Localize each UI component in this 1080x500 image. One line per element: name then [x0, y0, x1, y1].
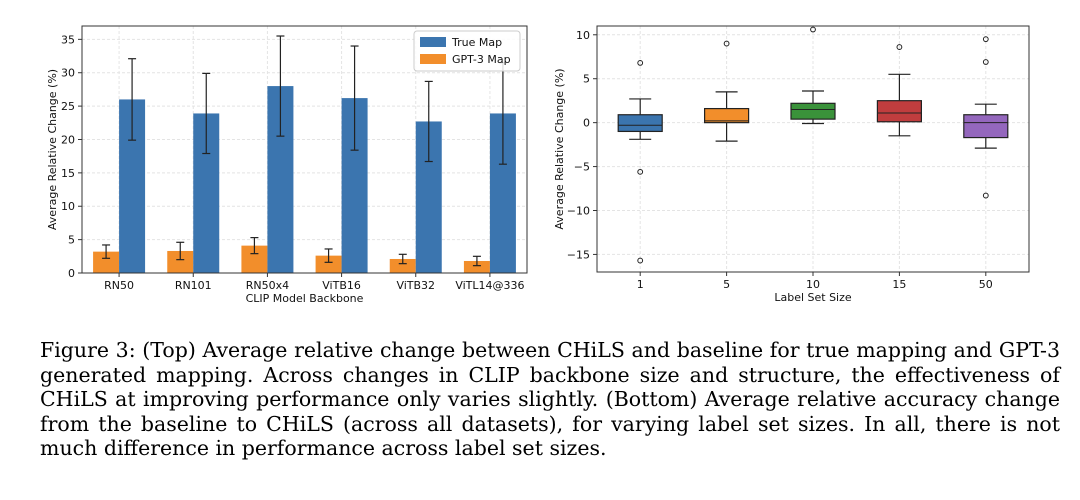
y-tick-label: −15 [567, 248, 590, 261]
bar-chart-backbone: 0 5 10 15 20 25 30 35 RN50 RN101 RN50x4 ViTB16 ViTB3… [46, 25, 528, 305]
outlier-point [637, 257, 644, 264]
box [963, 114, 1009, 139]
x-tick-label: RN50x4 [246, 279, 289, 292]
box-group-15 [876, 44, 923, 137]
x-tick-label: 1 [637, 278, 644, 291]
x-tick-label: 15 [892, 278, 906, 291]
outlier-point [982, 36, 989, 43]
box [876, 100, 923, 123]
box-group-1 [617, 60, 663, 264]
x-tick-label: RN50 [104, 279, 134, 292]
outlier-point [982, 59, 989, 65]
box-group-50 [963, 36, 1009, 199]
outlier-point [810, 26, 816, 33]
legend-label: True Map [451, 36, 502, 49]
outlier-point [982, 192, 989, 199]
x-tick-label: 10 [806, 278, 820, 291]
y-tick-label: 15 [61, 167, 75, 180]
x-axis-label: CLIP Model Backbone [246, 292, 364, 305]
y-tick-label: 0 [583, 117, 590, 130]
y-tick-label: −5 [574, 161, 590, 174]
x-axis-label: Label Set Size [774, 291, 852, 304]
x-tick-label: 5 [723, 278, 730, 291]
y-axis-label: Average Relative Change (%) [46, 69, 59, 230]
y-tick-label: 35 [61, 33, 75, 46]
x-tick-label: ViTB16 [322, 279, 361, 292]
legend-swatch [420, 54, 446, 64]
x-tick-label: ViTL14@336 [455, 279, 524, 292]
y-axis-label: Average Relative Change (%) [553, 68, 566, 229]
y-tick-label: 10 [576, 29, 590, 42]
outlier-point [723, 40, 730, 47]
y-tick-label: 0 [68, 267, 75, 280]
legend-label: GPT-3 Map [452, 53, 511, 66]
y-tick-label: 25 [61, 100, 75, 113]
box [703, 107, 750, 124]
x-tick-label: ViTB32 [396, 279, 435, 292]
box [617, 114, 663, 133]
legend-swatch [420, 37, 446, 47]
plot-frame [81, 25, 528, 274]
bar-gpt-3-map-vitb16 [315, 255, 342, 273]
outlier-point [637, 60, 644, 66]
y-tick-label: 10 [61, 200, 75, 213]
outlier-point [896, 44, 903, 50]
box [790, 102, 836, 120]
x-tick-label: RN101 [175, 279, 212, 292]
bar-gpt-3-map-vitb32 [389, 258, 416, 273]
figure-caption: Figure 3: (Top) Average relative change … [40, 338, 1060, 460]
y-tick-label: 20 [61, 133, 75, 146]
y-tick-label: −10 [567, 205, 590, 218]
box-group-5 [703, 40, 750, 142]
bar-gpt-3-map-vitl14-336 [463, 260, 490, 273]
bar-gpt-3-map-rn101 [167, 250, 194, 273]
bar-gpt-3-map-rn50 [93, 251, 120, 273]
y-tick-label: 30 [61, 67, 75, 80]
box-group-10 [790, 26, 836, 125]
outlier-point [637, 168, 644, 175]
y-tick-label: 5 [583, 73, 590, 86]
legend: True Map GPT-3 Map [413, 30, 521, 72]
x-tick-label: 50 [979, 278, 993, 291]
y-tick-label: 5 [68, 234, 75, 247]
